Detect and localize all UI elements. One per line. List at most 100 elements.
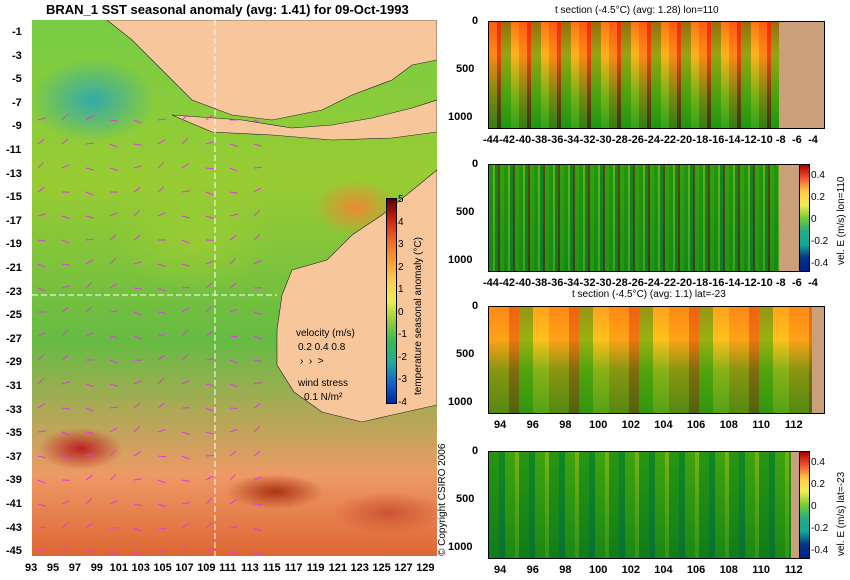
lon-tick-label: 93 xyxy=(25,562,38,574)
vector-arrow xyxy=(229,499,237,505)
vector-arrow xyxy=(109,167,118,172)
panel-4-colorbar xyxy=(799,451,810,559)
velocity-legend-scale: 0.2 0.4 0.8 xyxy=(298,342,346,353)
vector-arrow xyxy=(37,117,46,121)
vector-arrow xyxy=(37,377,45,385)
x-tick-label: 96 xyxy=(526,419,539,431)
lat-tick-label: -25 xyxy=(6,309,22,322)
vector-arrow xyxy=(85,142,95,145)
x-tick-label: -22 xyxy=(660,134,677,146)
x-tick-label: -44 xyxy=(483,134,499,146)
map-title: BRAN_1 SST seasonal anomaly (avg: 1.41) … xyxy=(46,2,409,17)
vector-arrow xyxy=(133,402,141,409)
vector-arrow xyxy=(253,166,263,169)
x-tick-label: -10 xyxy=(756,277,773,289)
vector-arrow xyxy=(109,283,118,289)
x-tick-label: -36 xyxy=(547,277,564,289)
panel-3-title: t section (-4.5°C) (avg: 1.1) lat=-23 xyxy=(572,289,726,300)
vector-arrow xyxy=(61,500,70,505)
vector-arrow xyxy=(205,475,214,481)
vector-arrow xyxy=(133,165,142,169)
colorbar-tick-label: 2 xyxy=(398,261,404,273)
panel-2-colorbar xyxy=(799,164,810,272)
lon-tick-label: 109 xyxy=(197,562,216,574)
vector-arrow xyxy=(133,143,142,146)
lon-tick-label: 113 xyxy=(241,562,259,574)
x-tick-label: -34 xyxy=(563,277,580,289)
map-colorbar-label: temperature seasonal anomaly (°C) xyxy=(413,237,424,395)
lat-tick-label: -7 xyxy=(12,96,22,109)
vector-arrow xyxy=(133,209,140,217)
vector-arrow xyxy=(109,427,118,433)
x-tick-label: -10 xyxy=(756,134,773,146)
x-tick-label: -40 xyxy=(515,134,532,146)
vector-arrow xyxy=(229,143,238,148)
vector-arrow xyxy=(181,479,190,482)
vector-arrow xyxy=(157,354,165,361)
velocity-vectors xyxy=(37,113,263,556)
vector-arrow xyxy=(61,431,70,436)
vector-arrow xyxy=(205,358,214,361)
vector-arrow xyxy=(205,141,214,145)
land-java xyxy=(171,99,437,141)
colorbar-tick-label: 0 xyxy=(398,306,404,318)
wind-legend-label: wind stress xyxy=(298,378,349,389)
vector-arrow xyxy=(109,450,117,457)
vector-arrow xyxy=(85,549,94,553)
vector-arrow xyxy=(253,311,262,315)
vector-arrow xyxy=(229,167,238,172)
vector-arrow xyxy=(253,359,262,362)
vector-arrow xyxy=(61,164,70,169)
vector-arrow xyxy=(205,305,213,313)
x-tick-label: -26 xyxy=(627,277,644,289)
vector-arrow xyxy=(133,425,141,433)
lon-tick-label: 105 xyxy=(153,562,172,574)
lon-tick-label: 123 xyxy=(350,562,369,574)
vector-arrow xyxy=(229,551,238,555)
vector-arrow xyxy=(157,402,165,409)
vector-arrow xyxy=(133,551,142,555)
vector-arrow xyxy=(109,359,118,364)
vector-arrow xyxy=(181,545,188,553)
vector-arrow xyxy=(181,163,190,169)
vector-arrow xyxy=(133,478,142,481)
vector-arrow xyxy=(85,522,93,529)
vector-arrow xyxy=(253,450,261,457)
vector-arrow xyxy=(37,503,46,507)
vector-arrow xyxy=(181,215,190,219)
x-tick-label: -32 xyxy=(579,277,596,289)
vector-arrow xyxy=(229,335,239,338)
vector-arrow xyxy=(37,161,44,169)
vector-arrow xyxy=(109,119,118,122)
map-overlay xyxy=(32,20,437,556)
x-tick-label: -32 xyxy=(579,134,596,146)
lat-tick-label: -29 xyxy=(6,356,22,369)
y-tick-label: 0 xyxy=(472,158,479,170)
vector-arrow xyxy=(181,431,190,435)
lat-tick-label: -19 xyxy=(6,238,22,251)
colorbar-tick-label: 0.4 xyxy=(811,170,825,181)
vector-arrow xyxy=(85,167,94,171)
lat-tick-label: -27 xyxy=(6,332,22,345)
land-australia xyxy=(276,169,437,423)
x-tick-label: -20 xyxy=(676,277,693,289)
vector-arrow xyxy=(157,377,164,385)
vector-arrow xyxy=(109,310,118,313)
map-colorbar xyxy=(386,198,397,404)
lat-tick-label: -15 xyxy=(6,191,22,204)
vector-arrow xyxy=(61,138,69,145)
vector-arrow xyxy=(253,381,262,385)
x-tick-label: 110 xyxy=(752,419,770,431)
vector-arrow xyxy=(61,263,70,266)
vector-arrow xyxy=(61,354,69,361)
x-tick-label: -36 xyxy=(547,134,564,146)
lon-tick-label: 125 xyxy=(372,562,391,574)
y-tick-label: 500 xyxy=(456,63,475,75)
y-tick-label: 0 xyxy=(472,300,479,312)
lon-tick-label: 121 xyxy=(328,562,347,574)
vector-arrow xyxy=(229,257,236,265)
x-tick-label: 100 xyxy=(588,564,608,576)
vector-arrow xyxy=(85,474,93,481)
vector-arrow xyxy=(109,383,118,387)
vector-arrow xyxy=(157,429,166,433)
